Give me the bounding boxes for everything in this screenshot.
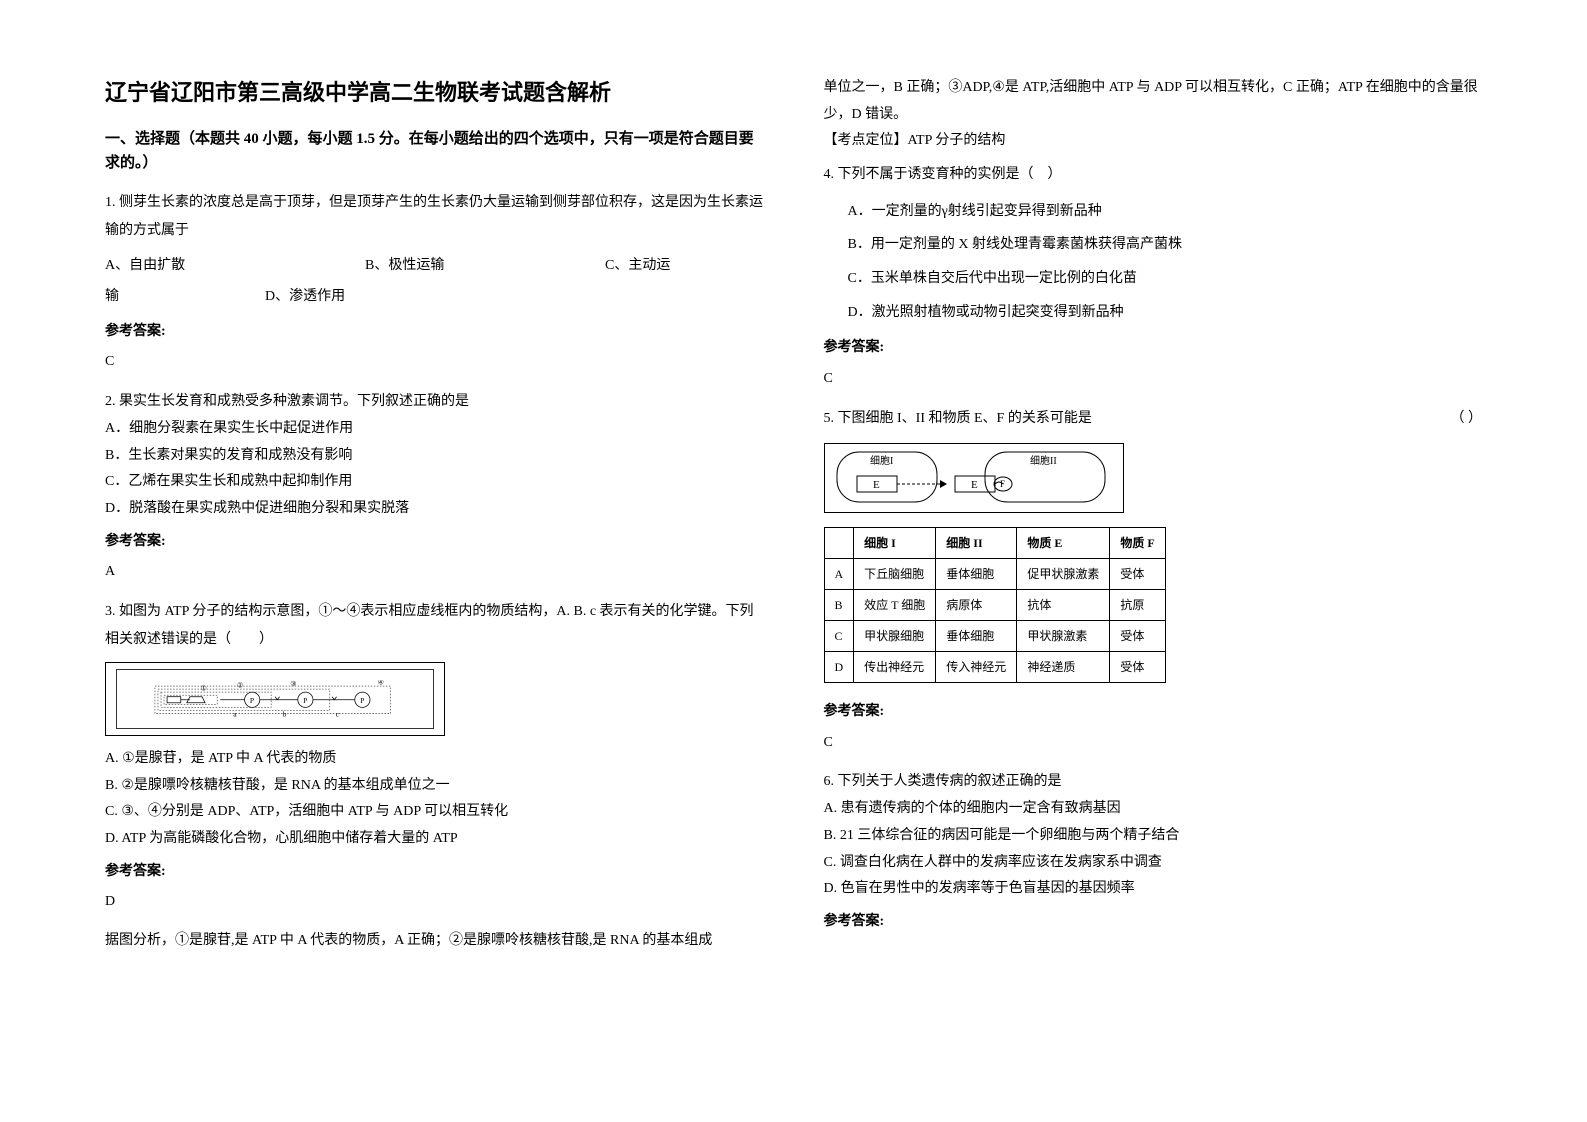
svg-text:P: P [250, 696, 254, 705]
q1-opt-b: B、极性运输 [365, 251, 545, 282]
q6-opt-d: D. 色盲在男性中的发病率等于色盲基因的基因频率 [824, 876, 1483, 903]
svg-text:E: E [873, 479, 880, 491]
svg-text:P: P [303, 696, 307, 705]
cell-diagram-svg: 细胞I E 细胞II E F [825, 444, 1125, 514]
q1-opt-d: D、渗透作用 [265, 282, 345, 313]
th-e: 物质 E [1017, 527, 1110, 558]
question-1: 1. 侧芽生长素的浓度总是高于顶芽，但是顶芽产生的生长素仍大量运输到侧芽部位积存… [105, 189, 764, 378]
svg-text:④: ④ [378, 680, 384, 687]
q3-opt-d: D. ATP 为高能磷酸化合物，心肌细胞中储存着大量的 ATP [105, 826, 764, 853]
q2-opt-b: B．生长素对果实的发育和成熟没有影响 [105, 443, 764, 470]
q5-diagram: 细胞I E 细胞II E F [824, 443, 1124, 513]
question-4: 4. 下列不属于诱变育种的实例是（ ） A．一定剂量的γ射线引起变异得到新品种 … [824, 161, 1483, 395]
q1-opt-a: A、自由扩散 [105, 251, 305, 282]
table-row: C 甲状腺细胞 垂体细胞 甲状腺激素 受体 [824, 620, 1165, 651]
q1-answer: C [105, 347, 764, 378]
q6-opt-c: C. 调查白化病在人群中的发病率应该在发病家系中调查 [824, 850, 1483, 877]
q4-opt-b: B．用一定剂量的 X 射线处理青霉素菌株获得高产菌株 [824, 228, 1483, 262]
q3-explanation-part1: 据图分析，①是腺苷,是 ATP 中 A 代表的物质，A 正确；②是腺嘌呤核糖核苷… [105, 928, 764, 955]
q4-opt-a: A．一定剂量的γ射线引起变异得到新品种 [824, 195, 1483, 229]
svg-text:b: b [283, 710, 287, 719]
svg-text:E: E [971, 479, 978, 491]
q1-answer-label: 参考答案: [105, 317, 764, 348]
q6-text: 6. 下列关于人类遗传病的叙述正确的是 [824, 768, 1483, 796]
q3-text: 3. 如图为 ATP 分子的结构示意图，①～④表示相应虚线框内的物质结构，A. … [105, 598, 764, 654]
question-5: 5. 下图细胞 I、II 和物质 E、F 的关系可能是 （ ） 细胞I E 细胞… [824, 405, 1483, 759]
svg-text:③: ③ [290, 680, 296, 688]
th-f: 物质 F [1110, 527, 1165, 558]
q3-answer: D [105, 887, 764, 918]
q4-text: 4. 下列不属于诱变育种的实例是（ ） [824, 161, 1483, 189]
question-2: 2. 果实生长发育和成熟受多种激素调节。下列叙述正确的是 A．细胞分裂素在果实生… [105, 388, 764, 588]
q4-opt-c: C．玉米单株自交后代中出现一定比例的白化苗 [824, 262, 1483, 296]
table-header-row: 细胞 I 细胞 II 物质 E 物质 F [824, 527, 1165, 558]
q1-opt-c: C、主动运 [605, 251, 670, 282]
q4-answer: C [824, 364, 1483, 395]
q2-text: 2. 果实生长发育和成熟受多种激素调节。下列叙述正确的是 [105, 388, 764, 416]
q3-answer-label: 参考答案: [105, 857, 764, 888]
q5-table: 细胞 I 细胞 II 物质 E 物质 F A 下丘脑细胞 垂体细胞 促甲状腺激素… [824, 527, 1166, 683]
q3-diagram: P P P ① ② ③ ④ a b c [105, 662, 445, 736]
q2-answer: A [105, 557, 764, 588]
q2-opt-d: D．脱落酸在果实成熟中促进细胞分裂和果实脱落 [105, 496, 764, 523]
q2-answer-label: 参考答案: [105, 527, 764, 558]
q4-answer-label: 参考答案: [824, 333, 1483, 364]
atp-diagram-svg: P P P ① ② ③ ④ a b c [127, 680, 423, 718]
q5-answer-label: 参考答案: [824, 697, 1483, 728]
svg-text:P: P [360, 696, 364, 705]
table-row: B 效应 T 细胞 病原体 抗体 抗原 [824, 589, 1165, 620]
q3-opt-a: A. ①是腺苷，是 ATP 中 A 代表的物质 [105, 746, 764, 773]
q5-text: 5. 下图细胞 I、II 和物质 E、F 的关系可能是 [824, 405, 1092, 433]
question-6: 6. 下列关于人类遗传病的叙述正确的是 A. 患有遗传病的个体的细胞内一定含有致… [824, 768, 1483, 937]
q4-opt-d: D．激光照射植物或动物引起突变得到新品种 [824, 296, 1483, 330]
page-title: 辽宁省辽阳市第三高级中学高二生物联考试题含解析 [105, 75, 764, 107]
section-header: 一、选择题（本题共 40 小题，每小题 1.5 分。在每小题给出的四个选项中，只… [105, 127, 764, 175]
q1-text: 1. 侧芽生长素的浓度总是高于顶芽，但是顶芽产生的生长素仍大量运输到侧芽部位积存… [105, 189, 764, 245]
th-cell2: 细胞 II [936, 527, 1017, 558]
th-blank [824, 527, 854, 558]
q2-opt-c: C．乙烯在果实生长和成熟中起抑制作用 [105, 469, 764, 496]
q2-opt-a: A．细胞分裂素在果实生长中起促进作用 [105, 416, 764, 443]
table-row: A 下丘脑细胞 垂体细胞 促甲状腺激素 受体 [824, 558, 1165, 589]
q3-opt-b: B. ②是腺嘌呤核糖核苷酸，是 RNA 的基本组成单位之一 [105, 773, 764, 800]
th-cell1: 细胞 I [854, 527, 936, 558]
q5-answer: C [824, 728, 1483, 759]
q1-opt-c2: 输 [105, 282, 265, 313]
q6-opt-b: B. 21 三体综合征的病因可能是一个卵细胞与两个精子结合 [824, 823, 1483, 850]
question-3: 3. 如图为 ATP 分子的结构示意图，①～④表示相应虚线框内的物质结构，A. … [105, 598, 764, 955]
q5-paren: （ ） [1451, 405, 1483, 433]
q6-answer-label: 参考答案: [824, 907, 1483, 938]
q3-opt-c: C. ③、④分别是 ADP、ATP，活细胞中 ATP 与 ADP 可以相互转化 [105, 799, 764, 826]
svg-text:②: ② [237, 682, 243, 690]
svg-text:细胞II: 细胞II [1030, 454, 1057, 467]
table-row: D 传出神经元 传入神经元 神经递质 受体 [824, 651, 1165, 682]
svg-text:①: ① [201, 685, 207, 693]
q3-explanation-part2: 单位之一，B 正确；③ADP,④是 ATP,活细胞中 ATP 与 ADP 可以相… [824, 75, 1483, 128]
q3-topic: 【考点定位】ATP 分子的结构 [824, 128, 1483, 155]
svg-text:细胞I: 细胞I [870, 454, 893, 467]
q6-opt-a: A. 患有遗传病的个体的细胞内一定含有致病基因 [824, 796, 1483, 823]
